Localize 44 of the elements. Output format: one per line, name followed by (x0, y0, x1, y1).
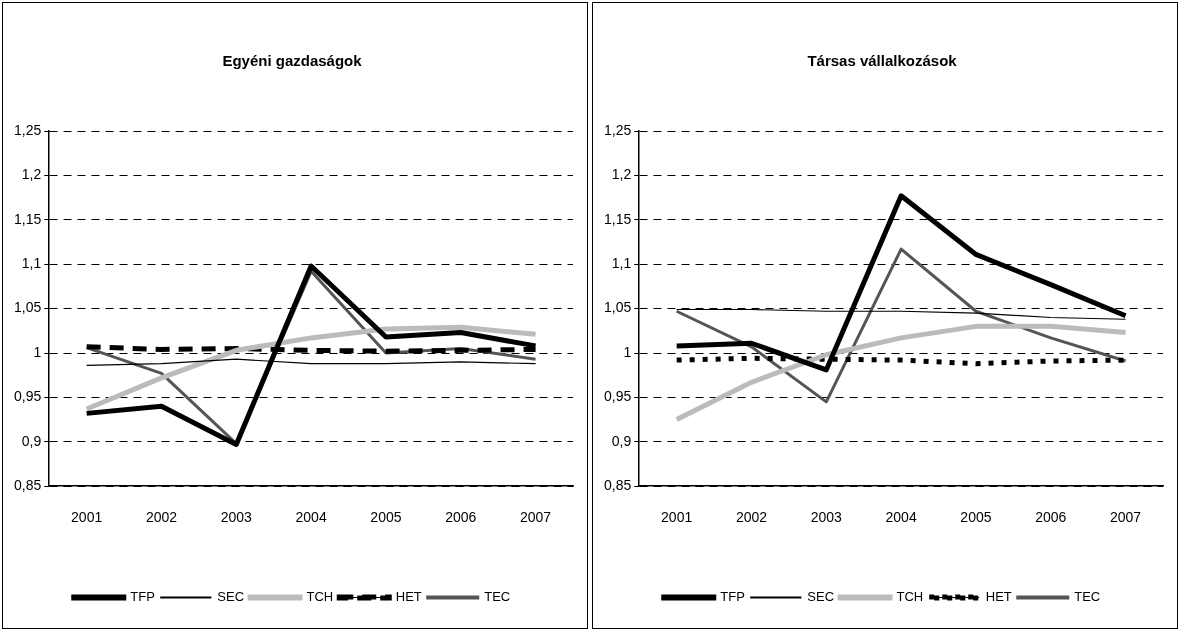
x-tick-label: 2003 (220, 509, 253, 526)
y-tick-label: 0,85 (604, 477, 632, 494)
legend-label: HET (395, 589, 422, 605)
x-tick-label: 2001 (661, 509, 693, 526)
x-tick-label: 2003 (810, 509, 843, 526)
legend-label: HET (985, 589, 1012, 605)
y-tick-label: 1,05 (14, 299, 42, 316)
legend-label: TCH (896, 589, 924, 605)
y-tick-label: 1,15 (604, 210, 632, 227)
legend-label: TFP (720, 589, 745, 605)
y-tick-label: 1,2 (21, 166, 42, 183)
y-tick-label: 0,85 (14, 477, 42, 494)
x-tick-label: 2007 (1110, 509, 1142, 526)
legend-label: SEC (807, 589, 835, 605)
y-tick-label: 1,1 (611, 255, 632, 272)
y-tick-label: 1 (623, 343, 632, 360)
legend-label: TCH (306, 589, 334, 605)
x-tick-label: 2002 (735, 509, 768, 526)
x-tick-label: 2004 (295, 509, 327, 526)
legend-label: TFP (130, 589, 155, 605)
chart-title: Társas vállalkozások (807, 52, 958, 70)
y-tick-label: 1,2 (611, 166, 632, 183)
x-tick-label: 2007 (520, 509, 552, 526)
y-tick-label: 1,25 (604, 121, 632, 138)
y-tick-label: 0,9 (21, 432, 42, 449)
y-tick-label: 0,95 (604, 388, 632, 405)
y-tick-label: 1,05 (604, 299, 632, 316)
x-tick-label: 2004 (885, 509, 917, 526)
y-tick-label: 0,95 (14, 388, 42, 405)
x-tick-label: 2001 (71, 509, 103, 526)
legend-label: TEC (484, 589, 511, 605)
y-tick-label: 1,15 (14, 210, 42, 227)
x-tick-label: 2002 (145, 509, 178, 526)
x-tick-label: 2005 (960, 509, 992, 526)
x-tick-label: 2006 (445, 509, 477, 526)
y-tick-label: 0,9 (611, 432, 632, 449)
legend-label: TEC (1074, 589, 1101, 605)
chart-title: Egyéni gazdaságok (222, 52, 363, 70)
x-tick-label: 2006 (1035, 509, 1067, 526)
y-tick-label: 1,25 (14, 121, 42, 138)
y-tick-label: 1 (33, 343, 42, 360)
legend-label: SEC (217, 589, 245, 605)
y-tick-label: 1,1 (21, 255, 42, 272)
x-tick-label: 2005 (370, 509, 402, 526)
